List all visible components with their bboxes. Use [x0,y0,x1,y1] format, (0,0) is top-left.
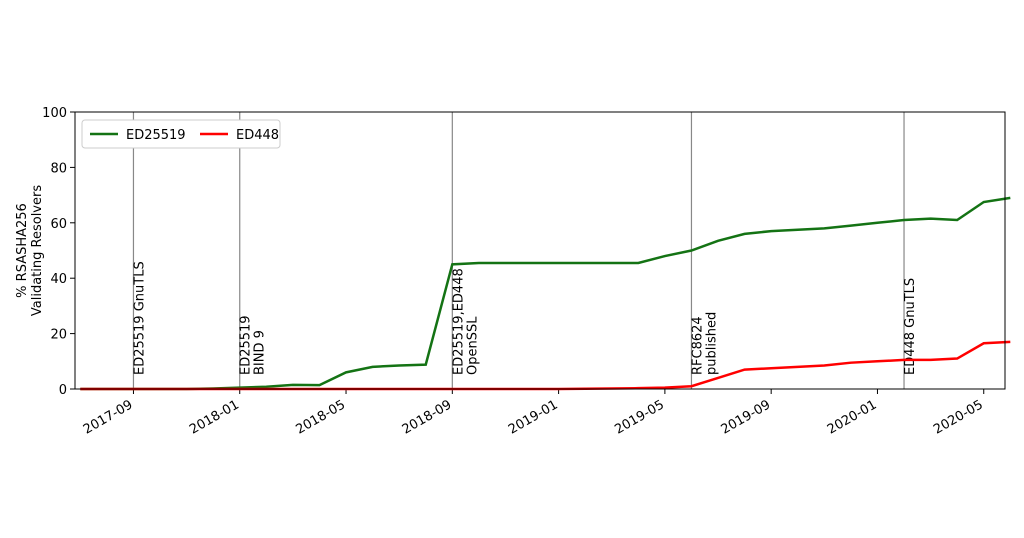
annotation-text: ED25519 GnuTLS [132,261,147,375]
legend-box [81,119,281,149]
annotation-text: ED448 GnuTLS [903,278,918,375]
annotation-text: BIND 9 [253,330,268,375]
x-tick-label: 2020-01 [825,397,880,437]
y-tick-label: 60 [50,217,67,232]
y-axis-label: % RSASHA256 [15,203,30,298]
y-axis-label: Validating Resolvers [30,185,45,316]
annotation-text: OpenSSL [465,316,480,375]
x-tick-label: 2019-09 [719,397,774,437]
line [80,340,1011,391]
x-tick-label: 2019-05 [612,397,667,437]
y-tick-label: 40 [50,272,67,287]
line [80,196,1011,391]
plot-frame [74,111,1006,390]
x-tick-label: 2018-09 [400,397,455,437]
y-tick-label: 0 [59,383,67,398]
x-tick-label: 2020-05 [931,397,986,437]
y-tick-label: 20 [50,328,67,343]
annotation-text: ED25519 [239,315,254,375]
legend-label: ED25519 [126,128,186,143]
annotation-text: published [704,312,719,375]
annotation-text: ED25519,ED448 [451,268,466,375]
annotation-text: RFC8624 [690,316,705,375]
x-tick-label: 2018-05 [293,397,348,437]
y-tick-label: 100 [42,106,67,121]
y-tick-label: 80 [50,161,67,176]
legend-label: ED448 [236,128,279,143]
x-tick-label: 2017-09 [81,397,136,437]
x-tick-label: 2019-01 [506,397,561,437]
x-tick-label: 2018-01 [187,397,242,437]
